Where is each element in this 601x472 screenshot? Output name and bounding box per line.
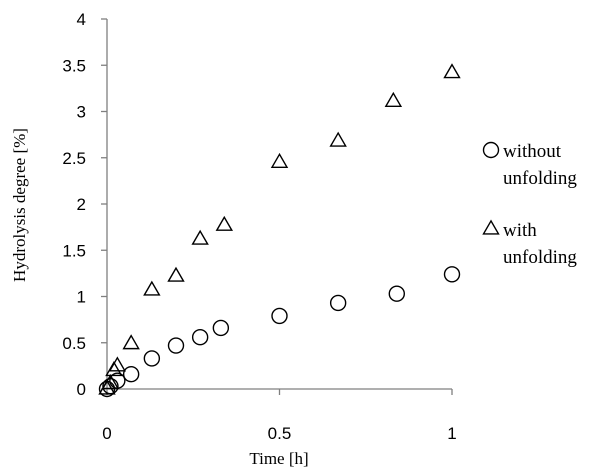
y-tick-label: 1.5: [62, 241, 86, 260]
x-tick-label: 1: [447, 424, 456, 443]
y-tick-label: 0.5: [62, 334, 86, 353]
axes: 0 0.5 1 1.5 2 2.5 3 3.5 4 0 0.5 1: [62, 10, 456, 443]
series-circle: [98, 266, 461, 398]
y-tick-label: 0: [77, 380, 86, 399]
data-point-triangle: [443, 63, 461, 79]
data-point-triangle: [191, 229, 209, 245]
legend-label: unfolding: [503, 168, 577, 189]
y-tick-label: 4: [77, 10, 86, 29]
data-point-circle: [122, 366, 140, 383]
data-point-triangle: [384, 91, 403, 107]
legend-item: with unfolding: [482, 219, 577, 268]
data-point-circle: [388, 285, 405, 302]
data-point-circle: [271, 307, 288, 325]
legend-label: unfolding: [503, 247, 577, 268]
y-tick-label: 1: [77, 288, 86, 307]
data-point-triangle: [270, 152, 289, 169]
legend-label: with: [503, 220, 537, 241]
y-tick-label: 2: [77, 195, 86, 214]
y-tick-label: 3: [77, 103, 86, 122]
data-point-triangle: [329, 131, 347, 147]
y-tick-label: 2.5: [62, 149, 86, 168]
x-tick-label: 0.5: [268, 424, 292, 443]
data-point-circle: [212, 319, 230, 337]
data-point-triangle: [143, 280, 161, 296]
y-axis-title: Hydrolysis degree [%]: [10, 128, 29, 282]
data-point-triangle: [108, 356, 127, 372]
data-point-circle: [443, 266, 461, 283]
data-point-circle: [329, 294, 347, 312]
data-point-triangle: [122, 334, 140, 350]
data-point-circle: [191, 329, 209, 346]
data-points: [98, 63, 461, 398]
data-point-triangle: [167, 266, 185, 282]
legend: without unfolding with unfolding: [482, 141, 577, 268]
series-triangle: [98, 63, 461, 395]
legend-item: without unfolding: [482, 141, 577, 189]
x-tick-label: 0: [102, 424, 111, 443]
data-point-triangle: [101, 373, 120, 390]
legend-marker-circle: [482, 141, 500, 159]
y-tick-label: 3.5: [62, 56, 86, 75]
data-point-triangle: [215, 215, 234, 231]
legend-marker-triangle: [482, 219, 500, 235]
x-axis-title: Time [h]: [249, 449, 308, 468]
data-point-circle: [143, 350, 161, 367]
data-point-circle: [167, 337, 185, 354]
legend-label: without: [503, 141, 562, 162]
